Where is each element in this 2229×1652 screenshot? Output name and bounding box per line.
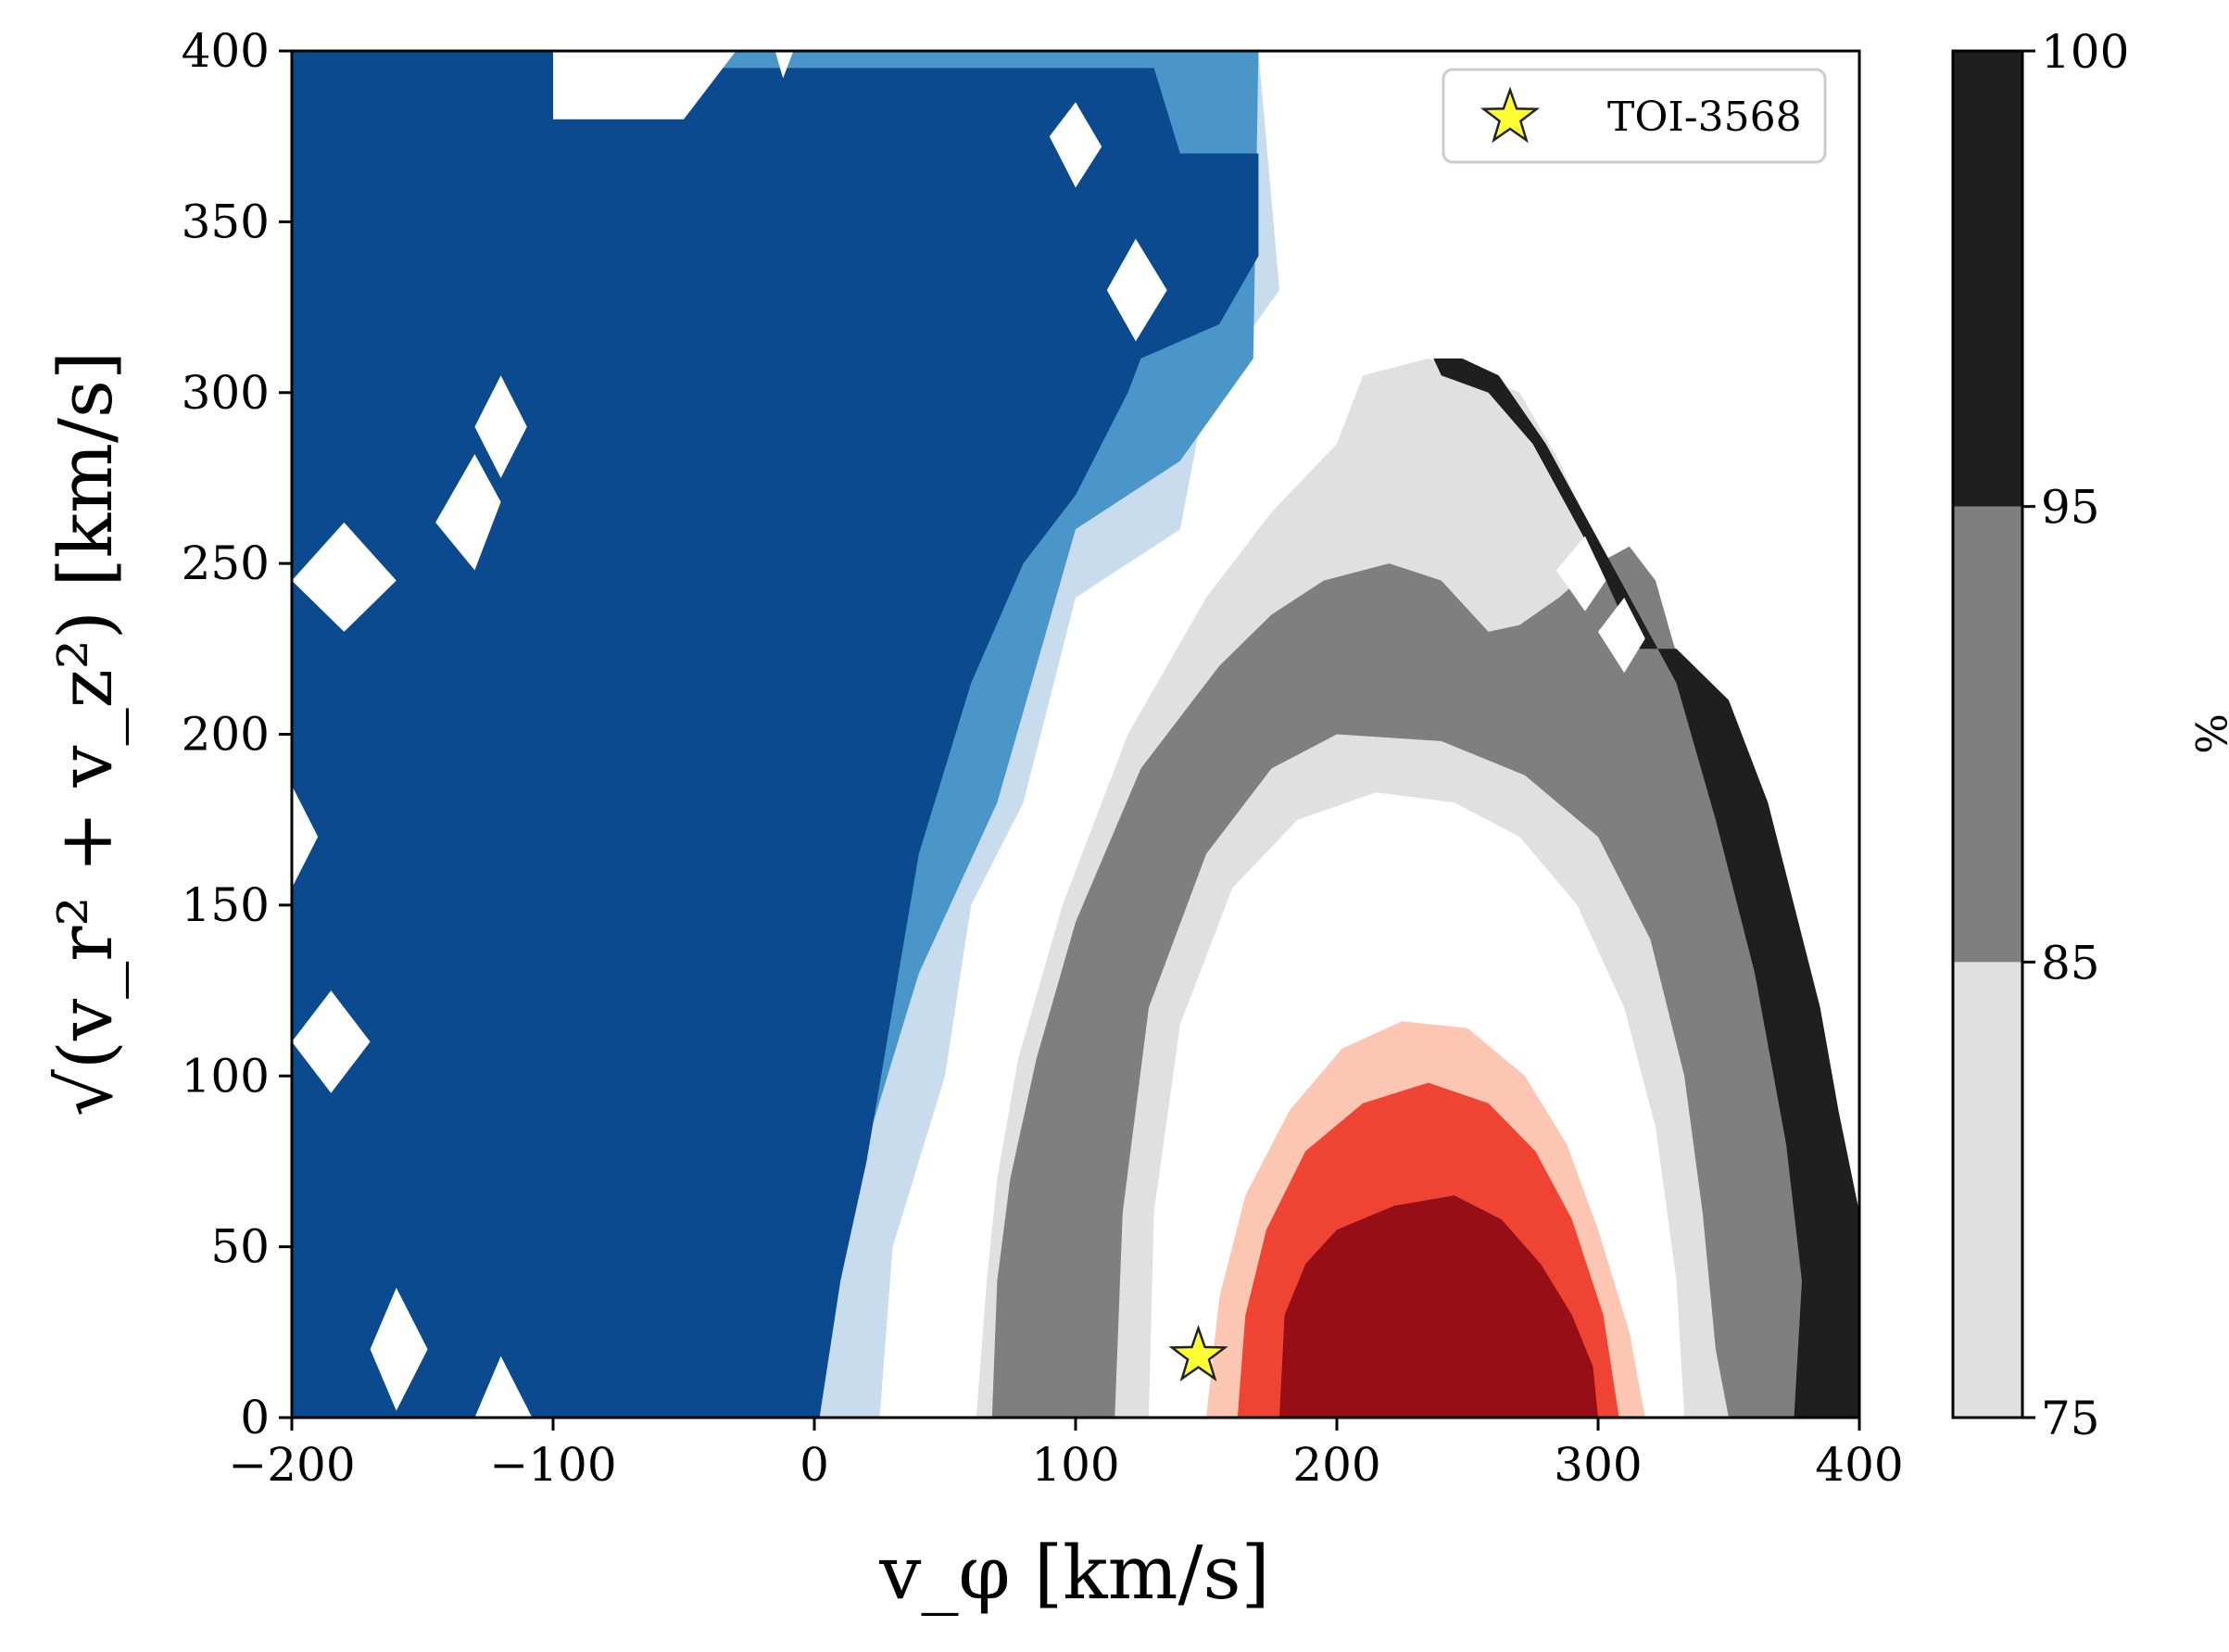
x-axis-label: v_φ [km/s] — [878, 1530, 1269, 1616]
white-hole — [435, 454, 501, 571]
legend-label: TOI-3568 — [1607, 94, 1802, 141]
white-hole — [292, 990, 371, 1093]
x-tick-label: −200 — [228, 1438, 355, 1492]
y-axis-label: √(v_r² + v_z²) [km/s] — [43, 351, 129, 1116]
x-tick-label: 0 — [800, 1438, 829, 1492]
white-hole — [474, 375, 527, 478]
colorbar-label: % — [2185, 713, 2229, 754]
thick-disc-dark — [1433, 358, 1859, 1418]
y-tick-label: 350 — [182, 195, 270, 248]
white-hole — [370, 1287, 428, 1411]
y-axis-ticks: 0 50 100 150 200 250 300 350 400 — [182, 24, 292, 1444]
contour-regions — [292, 51, 1859, 1418]
colorbar-band — [1953, 506, 2022, 963]
x-tick-label: −100 — [489, 1438, 616, 1492]
colorbar-tick-label: 100 — [2041, 25, 2129, 79]
white-hole — [1598, 598, 1645, 674]
white-hole — [1555, 536, 1606, 612]
legend-star — [1480, 86, 1541, 144]
white-hole — [553, 51, 737, 120]
y-tick-label: 150 — [182, 878, 270, 932]
y-tick-label: 250 — [182, 536, 270, 590]
x-tick-label: 100 — [1031, 1438, 1119, 1492]
white-hole — [292, 522, 397, 632]
y-tick-label: 0 — [240, 1391, 270, 1444]
x-axis-ticks: −200 −100 0 100 200 300 400 — [228, 1418, 1904, 1492]
colorbar-tick-label: 95 — [2041, 481, 2100, 535]
white-hole — [292, 785, 319, 889]
white-hole — [474, 1356, 533, 1418]
y-tick-label: 200 — [182, 708, 270, 762]
colorbar-band — [1953, 51, 2022, 507]
y-tick-label: 300 — [182, 366, 270, 420]
white-hole — [1049, 102, 1102, 188]
colorbar-band — [1953, 962, 2022, 1418]
y-tick-label: 50 — [210, 1220, 270, 1274]
white-hole — [1106, 238, 1167, 342]
toi-3568-star — [1168, 1324, 1228, 1381]
halo-blue-dark — [292, 51, 1259, 1418]
toi-3568-point — [1168, 1324, 1228, 1381]
colorbar-tick-label: 75 — [2041, 1392, 2100, 1445]
x-tick-label: 400 — [1815, 1438, 1903, 1492]
legend-box — [1442, 68, 1827, 164]
x-tick-label: 200 — [1292, 1438, 1380, 1492]
thin-disc-darkred — [1279, 1195, 1598, 1418]
colorbar: 75 85 95 100 — [1951, 25, 2129, 1445]
x-tick-label: 300 — [1554, 1438, 1642, 1492]
y-tick-label: 400 — [182, 24, 270, 78]
white-hole — [774, 51, 794, 79]
star-icon — [1480, 86, 1541, 144]
legend: TOI-3568 — [1442, 68, 1827, 164]
y-tick-label: 100 — [182, 1049, 270, 1103]
colorbar-frame — [1951, 49, 2024, 1419]
colorbar-tick-label: 85 — [2041, 936, 2100, 990]
